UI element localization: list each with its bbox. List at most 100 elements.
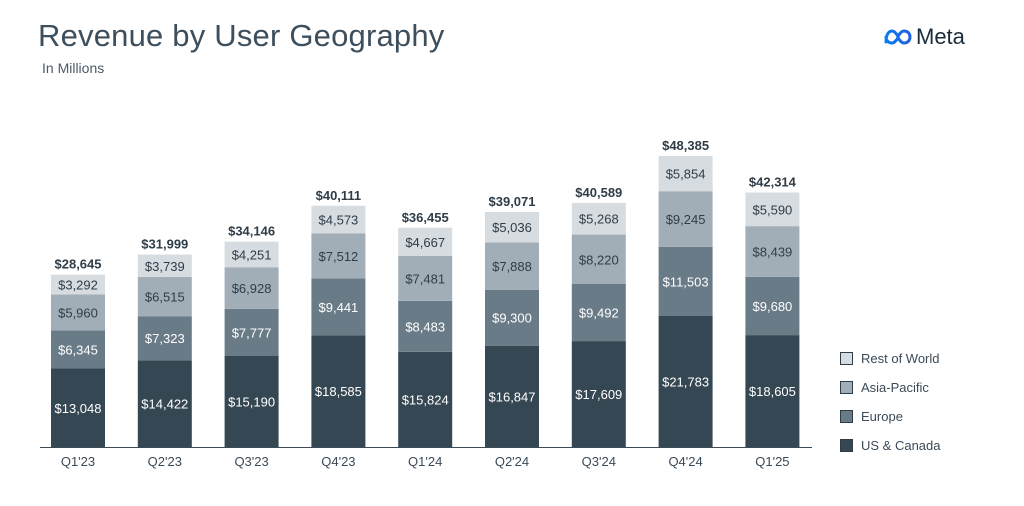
brand-name: Meta [916,24,965,49]
data-label-asia-pacific: $6,515 [145,290,185,305]
x-tick-label: Q3'24 [582,454,616,469]
data-label-us-and-canada: $18,605 [749,384,796,399]
bar-segment-rest-of-world [571,202,626,235]
bar-segment-rest-of-world [137,254,192,278]
data-label-rest-of-world: $5,854 [666,167,706,182]
legend-label: Rest of World [861,351,940,366]
bar-segment-us-and-canada [398,351,453,447]
data-label-europe: $7,323 [145,331,185,346]
bar-segment-asia-pacific [398,255,453,301]
x-tick-label: Q1'23 [61,454,95,469]
bar-segment-europe [658,246,713,316]
data-label-rest-of-world: $5,590 [753,202,793,217]
data-label-us-and-canada: $15,824 [402,392,449,407]
legend-item-rest-of-world: Rest of World [840,344,941,373]
bar-segment-rest-of-world [51,274,105,295]
data-label-us-and-canada: $17,609 [575,387,622,402]
legend-swatch [840,381,853,394]
data-label-asia-pacific: $7,481 [405,271,445,286]
data-label-us-and-canada: $13,048 [55,401,102,416]
legend-item-us-and-canada: US & Canada [840,431,941,460]
legend-swatch [840,439,853,452]
data-label-rest-of-world: $4,573 [319,213,359,228]
bar-segment-europe [571,284,626,342]
bar-segment-europe [485,289,539,346]
data-label-europe: $11,503 [663,274,709,289]
total-label: $48,385 [662,138,709,153]
data-label-europe: $9,300 [492,311,532,326]
total-label: $36,455 [402,210,449,225]
chart-title: Revenue by User Geography [38,18,445,53]
legend-item-asia-pacific: Asia-Pacific [840,373,941,402]
bar-segment-europe [137,316,192,361]
x-tick-label: Q1'24 [408,454,442,469]
data-label-rest-of-world: $3,292 [58,278,98,293]
data-label-europe: $9,492 [579,306,619,321]
x-tick-label: Q3'23 [234,454,268,469]
x-tick-label: Q4'23 [321,454,355,469]
total-label: $40,111 [316,188,362,203]
total-label: $40,589 [575,185,622,200]
bar-segment-asia-pacific [571,234,626,285]
bar-segment-europe [398,300,453,352]
legend-label: Europe [861,409,903,424]
x-tick-label: Q1'25 [755,454,789,469]
total-label: $28,645 [55,257,102,272]
legend-swatch [840,410,853,423]
data-label-asia-pacific: $8,220 [579,252,619,267]
data-label-asia-pacific: $8,439 [753,245,793,260]
bar-segment-rest-of-world [311,205,366,234]
meta-infinity-icon [884,29,912,45]
data-label-asia-pacific: $9,245 [666,212,706,227]
data-label-us-and-canada: $15,190 [228,394,275,409]
data-label-rest-of-world: $5,036 [492,220,532,235]
bar-segment-rest-of-world [485,212,539,243]
data-label-us-and-canada: $14,422 [141,397,188,412]
data-label-europe: $8,483 [405,319,445,334]
legend-label: Asia-Pacific [861,380,929,395]
bar-segment-us-and-canada [51,368,105,447]
data-label-asia-pacific: $7,512 [319,249,359,264]
legend-item-europe: Europe [840,402,941,431]
total-label: $39,071 [489,194,536,209]
bar-segment-europe [311,278,366,336]
data-label-asia-pacific: $6,928 [232,281,272,296]
x-tick-label: Q2'24 [495,454,529,469]
bar-segment-us-and-canada [571,341,626,447]
bar-segment-rest-of-world [224,241,279,268]
legend-label: US & Canada [861,438,941,453]
data-label-rest-of-world: $5,268 [579,212,619,227]
data-label-rest-of-world: $4,251 [232,247,272,262]
total-label: $34,146 [228,224,275,239]
x-tick-label: Q4'24 [668,454,702,469]
data-label-europe: $6,345 [58,342,98,357]
total-label: $42,314 [749,175,797,190]
bar-segment-rest-of-world [745,192,800,227]
data-label-europe: $9,680 [753,299,793,314]
bar-segment-europe [745,276,800,336]
bar-segment-us-and-canada [311,335,366,447]
bar-segment-asia-pacific [137,277,192,317]
bar-segment-asia-pacific [745,226,800,277]
bar-segment-us-and-canada [224,355,279,447]
data-label-rest-of-world: $3,739 [145,259,185,274]
data-label-europe: $9,441 [319,300,359,315]
bar-segment-asia-pacific [658,191,713,247]
bar-segment-us-and-canada [137,360,192,447]
bar-segment-asia-pacific [485,242,539,290]
x-tick-label: Q2'23 [148,454,182,469]
data-label-asia-pacific: $7,888 [492,259,532,274]
data-label-europe: $7,777 [232,325,272,340]
data-label-us-and-canada: $16,847 [489,389,536,404]
bar-segment-rest-of-world [398,227,453,256]
legend-swatch [840,352,853,365]
data-label-asia-pacific: $5,960 [58,305,98,320]
bar-segment-asia-pacific [51,294,105,331]
total-label: $31,999 [141,237,188,252]
bar-segment-europe [224,308,279,356]
bar-segment-europe [51,330,105,369]
data-label-rest-of-world: $4,667 [405,235,445,250]
meta-logo: Meta [883,24,965,50]
data-label-us-and-canada: $18,585 [315,384,362,399]
